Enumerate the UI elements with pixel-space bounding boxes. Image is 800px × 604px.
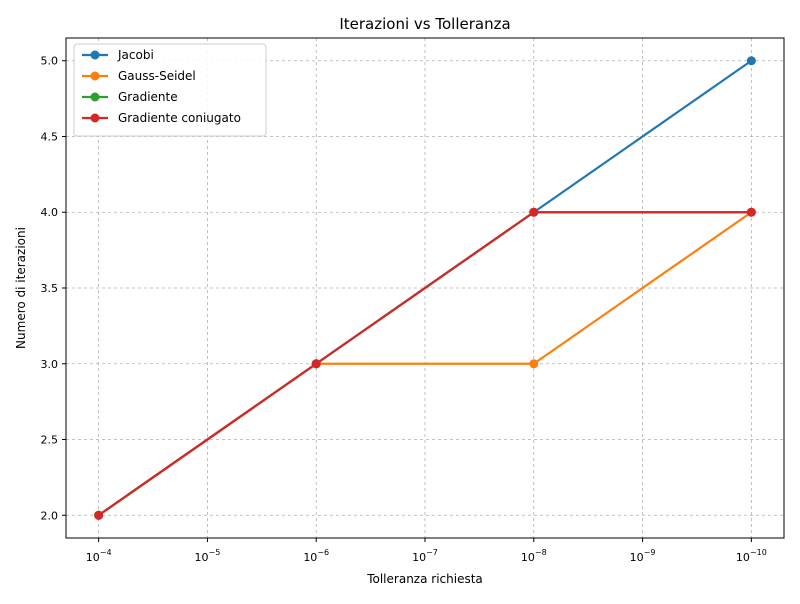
x-tick-label: 10−6 (303, 548, 329, 564)
data-point (94, 510, 104, 520)
legend-label: Gauss-Seidel (118, 69, 196, 83)
legend-marker (90, 92, 100, 102)
y-tick-label: 2.5 (41, 434, 59, 447)
x-axis-label: Tolleranza richiesta (366, 572, 483, 586)
x-tick-label: 10−7 (412, 548, 438, 564)
legend: Jacobi Gauss-Seidel Gradiente Gradiente con… (73, 43, 267, 137)
legend-item: Gauss-Seidel (82, 69, 196, 83)
series-line (98, 211, 752, 517)
series-layer (94, 56, 756, 520)
grid (66, 38, 784, 538)
legend-box (73, 43, 267, 137)
y-axis-label: Numero di iterazioni (14, 227, 28, 349)
legend-item: Gradiente coniugato (82, 111, 241, 125)
data-point (746, 56, 756, 66)
y-tick-label: 4.5 (41, 130, 59, 143)
legend-item: Gradiente (82, 90, 178, 104)
x-tick-label: 10−4 (86, 548, 112, 564)
x-tick-label: 10−10 (736, 548, 767, 564)
data-point (529, 359, 539, 369)
y-tick-label: 2.0 (41, 509, 59, 522)
legend-label: Gradiente coniugato (118, 111, 241, 125)
x-axis: 10−4 10−5 10−6 10−7 10−8 10−9 10−10 (86, 538, 767, 564)
y-tick-label: 3.0 (41, 358, 59, 371)
legend-label: Gradiente (118, 90, 178, 104)
legend-label: Jacobi (117, 48, 154, 62)
data-point (746, 207, 756, 217)
x-tick-label: 10−8 (521, 548, 547, 564)
y-tick-label: 5.0 (41, 55, 59, 68)
data-point (311, 359, 321, 369)
legend-marker (90, 50, 100, 60)
y-tick-label: 4.0 (41, 206, 59, 219)
x-tick-label: 10−5 (195, 548, 221, 564)
series-line (98, 211, 752, 517)
series-gradiente-coniugato (94, 207, 756, 520)
y-axis: 2.0 2.5 3.0 3.5 4.0 4.5 5.0 (41, 55, 66, 522)
legend-marker (90, 113, 100, 123)
chart-title: Iterazioni vs Tolleranza (339, 15, 510, 33)
data-point (529, 207, 539, 217)
x-tick-label: 10−9 (630, 548, 656, 564)
legend-marker (90, 71, 100, 81)
y-tick-label: 3.5 (41, 282, 59, 295)
legend-item: Jacobi (82, 48, 154, 62)
